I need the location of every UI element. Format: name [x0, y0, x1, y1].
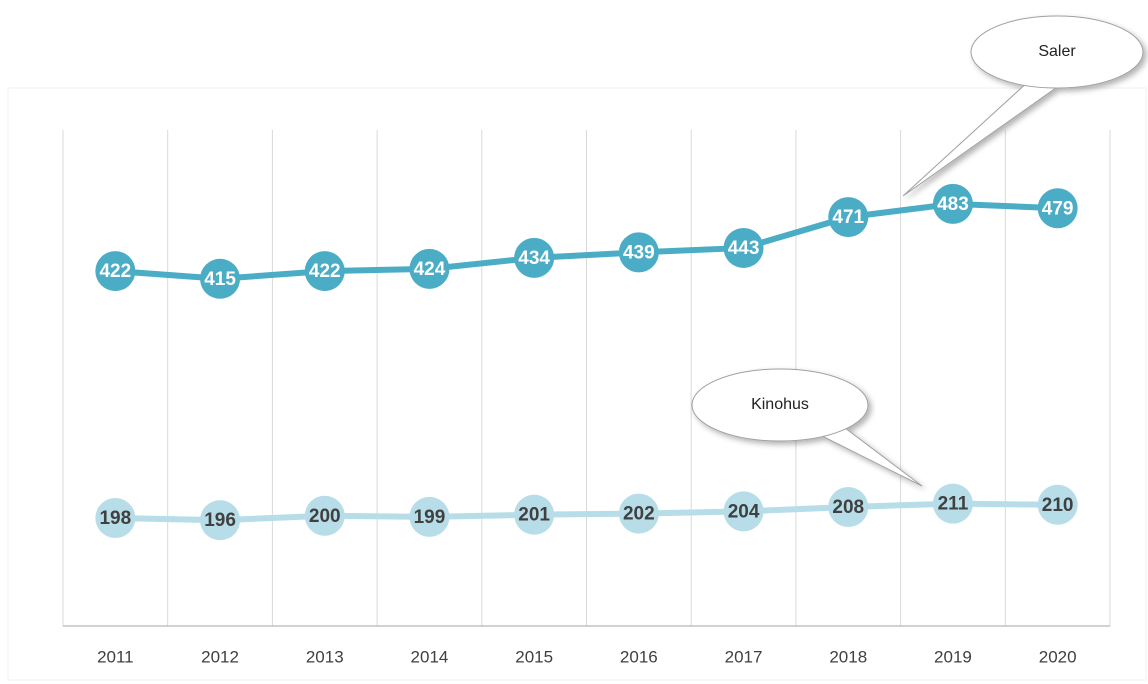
callout-saler: [902, 15, 1144, 197]
point-marker: [514, 494, 555, 535]
data-label: 204: [728, 501, 760, 522]
series-label: Kinohus: [751, 396, 809, 413]
x-tick-label: 2012: [201, 647, 239, 666]
data-label: 415: [204, 269, 236, 290]
point-marker: [828, 197, 869, 238]
point-marker: [409, 248, 450, 289]
data-label: 422: [309, 261, 341, 282]
data-label: 201: [518, 505, 550, 526]
data-label: 196: [204, 510, 236, 531]
callout-bubble: [970, 15, 1144, 89]
point-marker: [409, 496, 450, 537]
data-label: 208: [832, 497, 864, 518]
x-tick-label: 2018: [829, 647, 867, 666]
callout-bubble: [691, 368, 869, 442]
data-label: 210: [1042, 495, 1074, 516]
grid: 2011 2012 2013 2014 2015 2016 2017 2018 2019 2020: [62, 130, 1111, 666]
callout-kinohus: [691, 368, 923, 487]
point-marker: [1037, 484, 1078, 525]
point-marker: [304, 251, 345, 292]
x-tick-label: 2020: [1039, 647, 1077, 666]
data-label: 198: [99, 508, 131, 529]
x-tick-label: 2015: [515, 647, 553, 666]
data-label: 199: [414, 507, 446, 528]
data-label: 443: [728, 238, 760, 259]
data-label: 471: [832, 207, 864, 228]
point-marker: [304, 495, 345, 536]
callout-tail: [902, 79, 1062, 197]
point-marker: [514, 237, 555, 278]
point-marker: [932, 183, 973, 224]
x-tick-label: 2011: [97, 647, 134, 666]
point-marker: [828, 486, 869, 527]
point-marker: [95, 251, 136, 292]
data-label: 483: [937, 194, 969, 215]
data-label: 422: [99, 261, 131, 282]
data-label: 202: [623, 504, 655, 525]
x-tick-label: 2014: [411, 647, 449, 666]
data-label: 479: [1042, 198, 1074, 219]
data-label: 434: [518, 248, 550, 269]
point-marker: [200, 258, 241, 299]
point-marker: [618, 232, 659, 273]
x-tick-label: 2013: [306, 647, 344, 666]
x-tick-label: 2016: [620, 647, 658, 666]
x-tick-label: 2017: [725, 647, 763, 666]
point-marker: [95, 497, 136, 538]
point-marker: [723, 227, 764, 268]
data-label: 424: [414, 259, 446, 280]
series-label: Saler: [1038, 43, 1076, 60]
data-label: 200: [309, 506, 341, 527]
series-line: [115, 500, 1058, 524]
point-marker: [200, 500, 241, 541]
series-line: [115, 200, 1058, 282]
point-marker: [618, 493, 659, 534]
data-label: 211: [938, 494, 969, 515]
plot-frame: [7, 87, 1147, 681]
point-marker: [1037, 188, 1078, 229]
lines: 422 415 422 424 434 439 443 471 483 479 198 196 200 1…: [95, 183, 1078, 541]
data-label: 439: [623, 242, 655, 263]
callout-tail: [808, 427, 923, 487]
point-marker: [723, 491, 764, 532]
point-marker: [932, 483, 973, 524]
x-tick-label: 2019: [934, 647, 972, 666]
